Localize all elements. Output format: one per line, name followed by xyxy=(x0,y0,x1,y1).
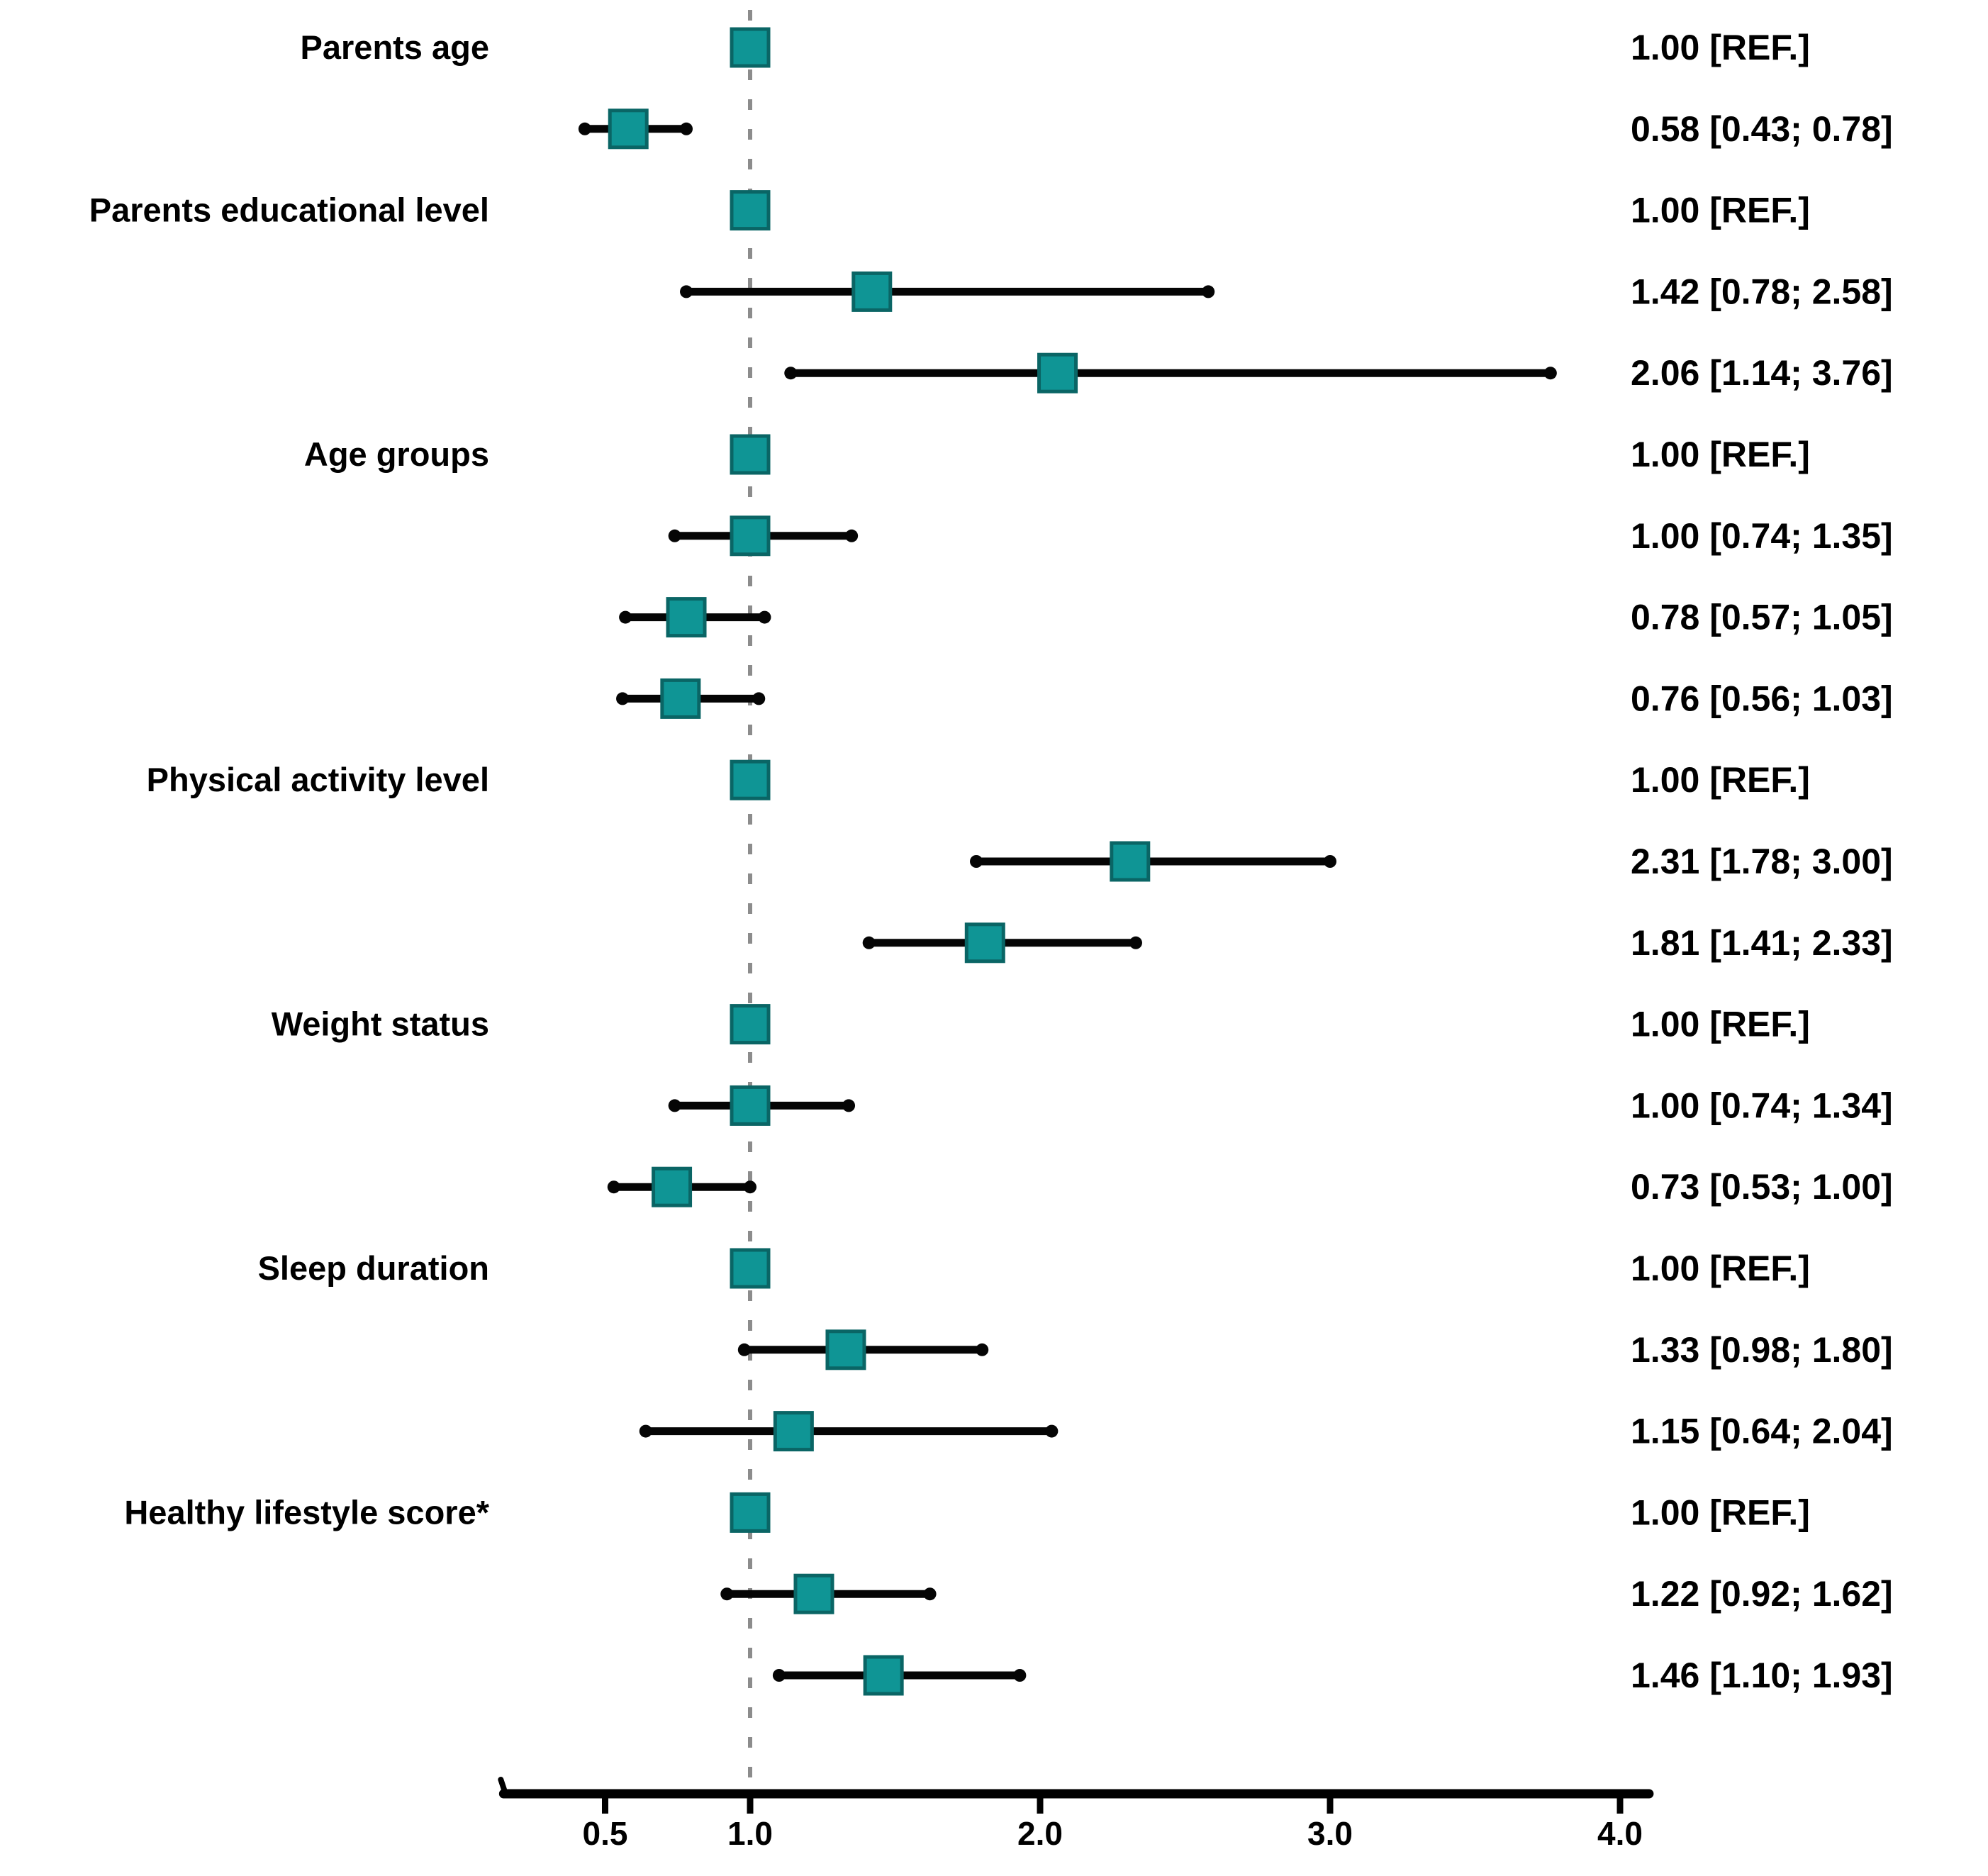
ci-bar-end xyxy=(1129,936,1142,949)
ci-bar-end xyxy=(1202,285,1215,298)
estimate-marker xyxy=(851,271,893,312)
estimate-marker xyxy=(730,759,771,800)
estimate-ci-label: 1.00 [REF.] xyxy=(1631,191,1810,230)
estimate-marker xyxy=(793,1573,834,1614)
ci-bar-end xyxy=(619,610,632,624)
ci-bar-end xyxy=(784,367,798,380)
estimate-marker xyxy=(608,108,649,150)
ci-bar-end xyxy=(1543,367,1557,380)
ci-bar-end xyxy=(578,122,591,135)
estimate-ci-label: 1.00 [0.74; 1.34] xyxy=(1631,1085,1893,1125)
ci-bar-end xyxy=(862,936,876,949)
ci-bar-end xyxy=(970,855,983,868)
estimate-ci-label: 1.00 [REF.] xyxy=(1631,28,1810,67)
estimate-marker xyxy=(964,922,1005,964)
x-axis-tick-label: 4.0 xyxy=(1597,1815,1643,1852)
estimate-ci-label: 2.31 [1.78; 3.00] xyxy=(1631,842,1893,881)
group-label-physical-activity-level: Physical activity level xyxy=(147,761,489,798)
ci-bar-end xyxy=(976,1343,989,1356)
labels-layer: Parents age 1.00 [REF.] 0.58 [0.43; 0.78] P… xyxy=(89,28,1893,1695)
ci-bar-end xyxy=(772,1669,786,1682)
ci-bar-end xyxy=(639,1424,652,1438)
estimate-ci-label: 1.00 [REF.] xyxy=(1631,760,1810,800)
estimate-marker xyxy=(825,1329,866,1370)
ci-bar-end xyxy=(744,1180,756,1194)
estimate-marker xyxy=(1110,841,1151,882)
ci-bar-end xyxy=(845,529,859,542)
x-axis-tick-label: 1.0 xyxy=(727,1815,773,1852)
estimate-ci-label: 0.73 [0.53; 1.00] xyxy=(1631,1167,1893,1207)
group-label-weight-status: Weight status xyxy=(272,1005,489,1043)
ci-bar-end xyxy=(842,1099,856,1112)
estimate-ci-label: 1.00 [0.74; 1.35] xyxy=(1631,516,1893,556)
ci-bar-end xyxy=(616,692,630,705)
estimate-marker xyxy=(660,678,701,719)
estimate-ci-label: 0.58 [0.43; 0.78] xyxy=(1631,109,1893,149)
estimate-ci-label: 1.15 [0.64; 2.04] xyxy=(1631,1412,1893,1451)
estimate-ci-label: 1.00 [REF.] xyxy=(1631,435,1810,474)
estimate-marker xyxy=(666,597,707,638)
estimate-ci-label: 1.00 [REF.] xyxy=(1631,1492,1810,1532)
ci-bar-end xyxy=(668,1099,681,1112)
ci-bar-end xyxy=(1324,855,1336,868)
estimate-marker xyxy=(730,27,771,68)
x-axis-tick-label: 2.0 xyxy=(1017,1815,1063,1852)
estimate-ci-label: 1.81 [1.41; 2.33] xyxy=(1631,923,1893,963)
estimate-ci-label: 1.33 [0.98; 1.80] xyxy=(1631,1330,1893,1370)
ci-bar-end xyxy=(923,1587,937,1601)
estimate-marker xyxy=(730,1492,771,1533)
ci-bar-end xyxy=(680,285,693,298)
x-axis-tick-label: 0.5 xyxy=(583,1815,628,1852)
estimate-ci-label: 1.00 [REF.] xyxy=(1631,1005,1810,1044)
group-label-parents-educational-level: Parents educational level xyxy=(89,191,489,229)
group-label-age-groups: Age groups xyxy=(304,435,489,473)
estimate-ci-label: 1.00 [REF.] xyxy=(1631,1249,1810,1288)
ci-bar-end xyxy=(1045,1424,1059,1438)
group-label-sleep-duration: Sleep duration xyxy=(258,1249,489,1287)
x-axis-layer: 0.5 1.0 2.0 3.0 4.0 xyxy=(498,1777,1654,1852)
estimate-marker xyxy=(730,515,771,557)
ci-bar-end xyxy=(758,610,771,624)
x-axis-tick-label: 3.0 xyxy=(1307,1815,1353,1852)
group-label-parents-age: Parents age xyxy=(301,28,489,66)
ci-bar-end xyxy=(680,122,693,135)
estimate-ci-label: 0.76 [0.56; 1.03] xyxy=(1631,679,1893,718)
estimate-marker xyxy=(730,1004,771,1045)
estimate-ci-label: 0.78 [0.57; 1.05] xyxy=(1631,598,1893,637)
ci-bar-end xyxy=(607,1180,620,1194)
group-label-healthy-lifestyle-score: Healthy lifestyle score* xyxy=(124,1493,489,1531)
estimate-ci-label: 2.06 [1.14; 3.76] xyxy=(1631,353,1893,393)
estimate-marker xyxy=(730,434,771,475)
estimate-ci-label: 1.46 [1.10; 1.93] xyxy=(1631,1656,1893,1695)
estimate-ci-label: 1.42 [0.78; 2.58] xyxy=(1631,272,1893,311)
estimate-marker xyxy=(730,190,771,231)
ci-bar-end xyxy=(752,692,766,705)
ci-bar-end xyxy=(1013,1669,1027,1682)
estimate-marker xyxy=(1037,352,1078,393)
ci-bar-end xyxy=(737,1343,751,1356)
estimate-marker xyxy=(863,1655,904,1696)
estimate-marker xyxy=(773,1411,814,1452)
x-axis-end-cap xyxy=(498,1777,508,1795)
estimate-ci-label: 1.22 [0.92; 1.62] xyxy=(1631,1574,1893,1614)
estimate-marker xyxy=(730,1085,771,1126)
ci-bar-end xyxy=(720,1587,734,1601)
markers-layer xyxy=(608,27,1151,1696)
estimate-marker xyxy=(652,1166,693,1207)
ci-bar-end xyxy=(668,529,681,542)
estimate-marker xyxy=(730,1248,771,1289)
